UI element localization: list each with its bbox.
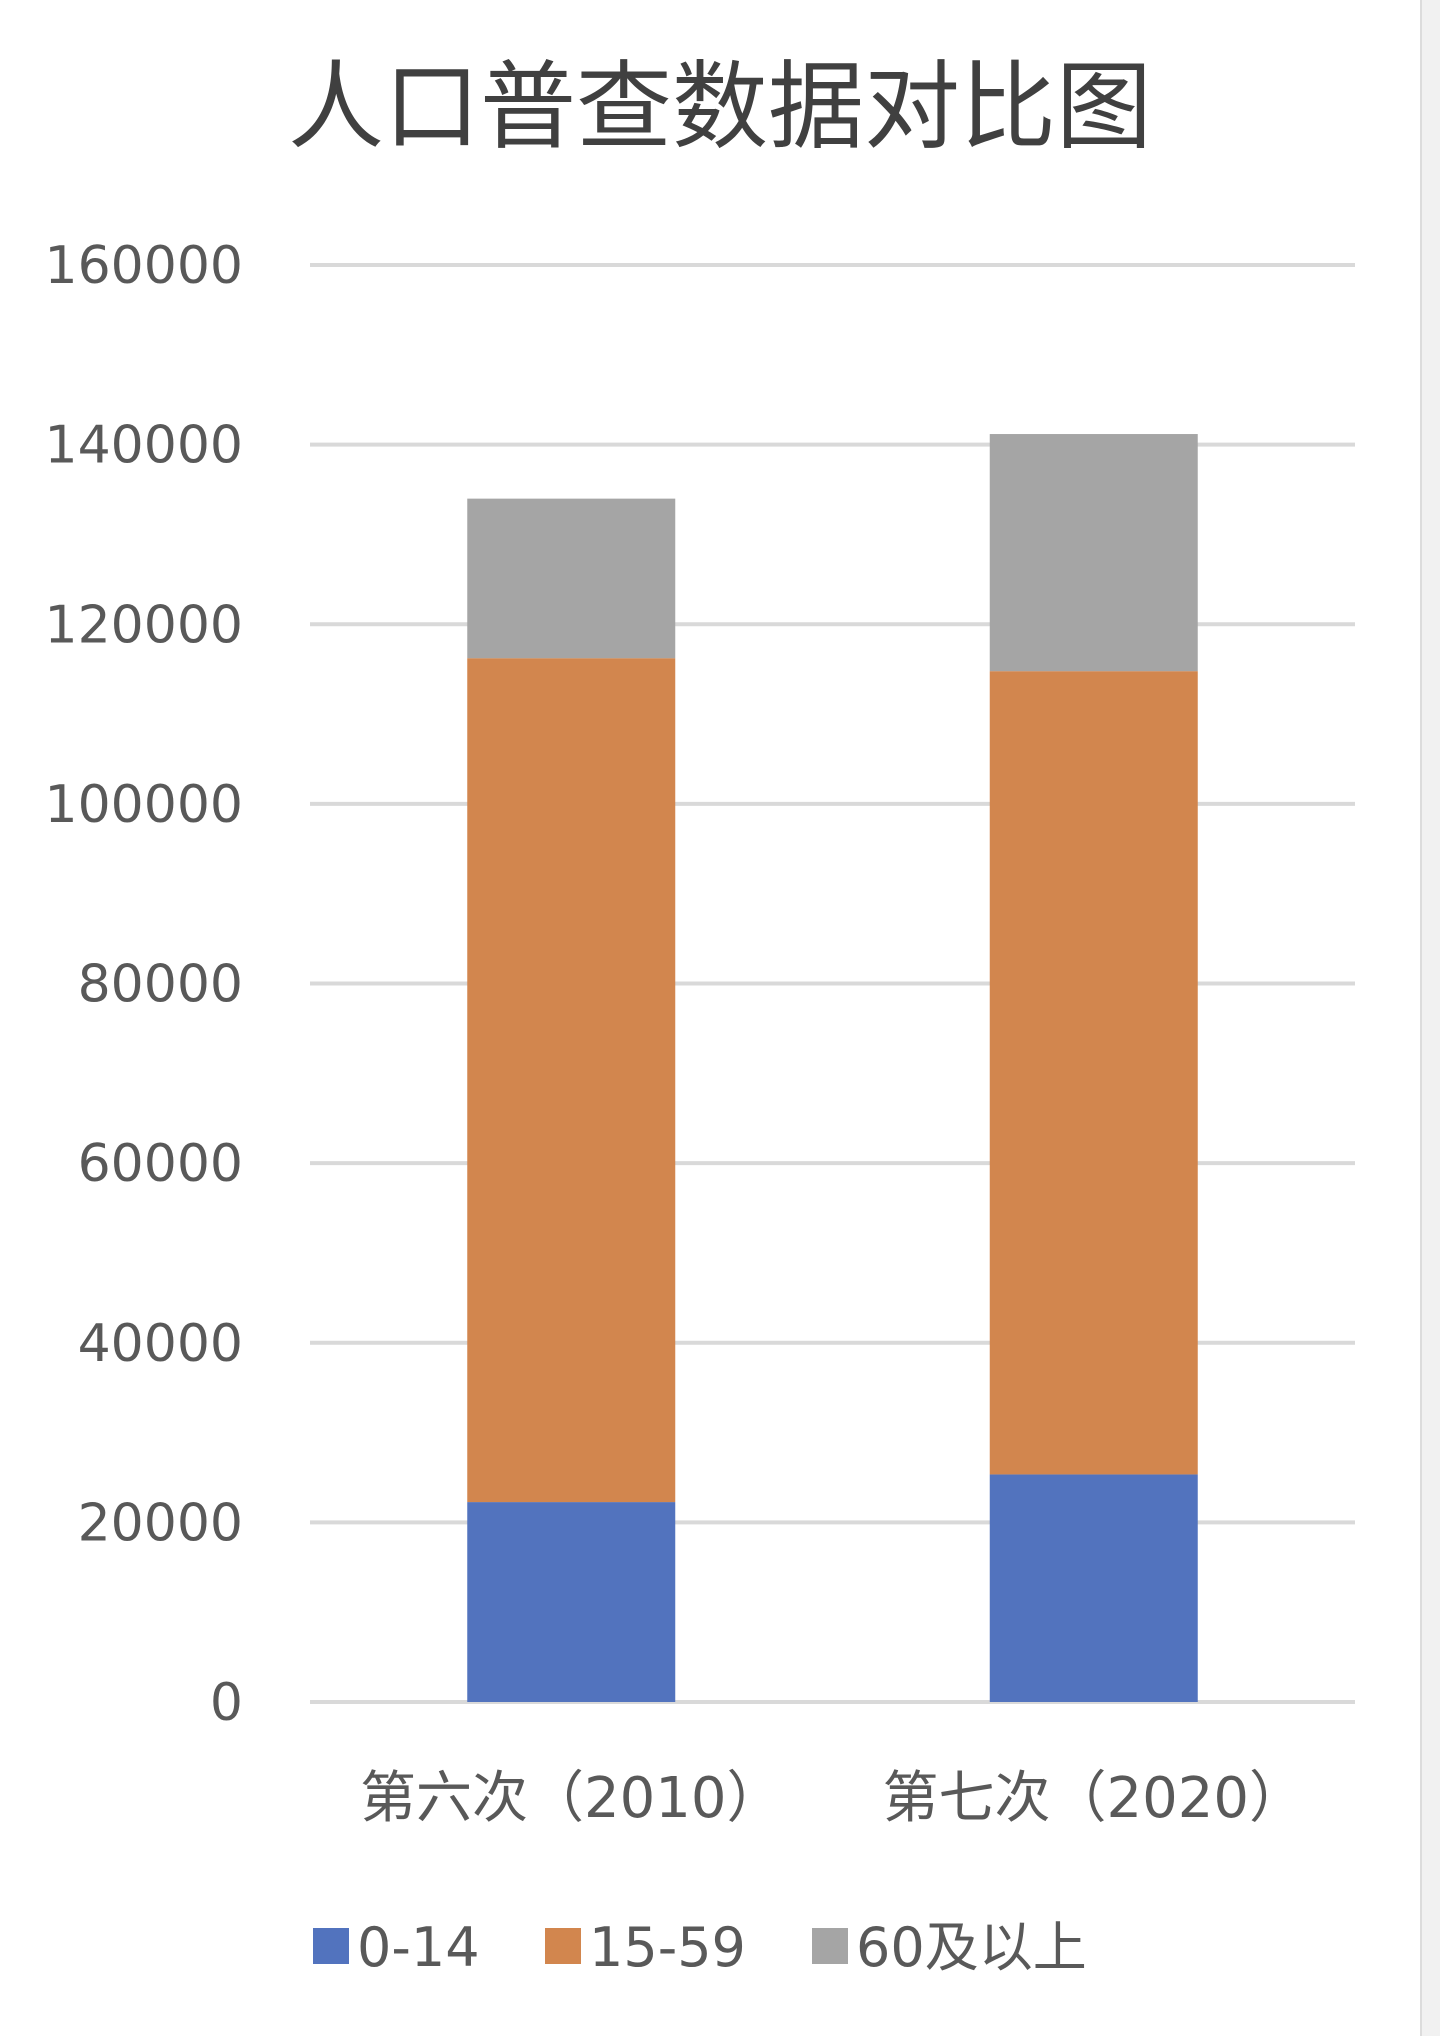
y-tick-label: 40000 bbox=[78, 1314, 243, 1374]
x-axis-tick-labels: 第六次（2010） 第七次（2020） bbox=[360, 1766, 1305, 1831]
y-tick-label: 160000 bbox=[44, 236, 243, 296]
y-tick-label: 140000 bbox=[44, 416, 243, 476]
chart-title: 人口普查数据对比图 bbox=[288, 51, 1152, 163]
y-tick-label: 60000 bbox=[78, 1134, 243, 1194]
bar-segment-60及以上 bbox=[989, 434, 1198, 672]
legend-swatch bbox=[812, 1928, 848, 1964]
bar-segment-0-14 bbox=[467, 1502, 676, 1702]
legend-swatch bbox=[313, 1928, 349, 1964]
legend: 0-14 15-59 60及以上 bbox=[313, 1916, 1087, 1979]
legend-swatch bbox=[545, 1928, 581, 1964]
x-tick-label: 第七次（2020） bbox=[882, 1766, 1305, 1831]
window-edge-strip bbox=[1420, 0, 1440, 2036]
bar-segment-0-14 bbox=[989, 1474, 1198, 1702]
bar-stacks bbox=[467, 434, 1198, 1702]
y-tick-label: 80000 bbox=[78, 955, 243, 1015]
y-tick-label: 20000 bbox=[78, 1493, 243, 1553]
bar-segment-15-59 bbox=[467, 658, 676, 1503]
y-axis-tick-labels: 0 20000 40000 60000 80000 100000 120000 140000 1… bbox=[44, 236, 243, 1733]
legend-label: 60及以上 bbox=[856, 1916, 1087, 1979]
legend-label: 0-14 bbox=[357, 1916, 480, 1979]
bar-segment-15-59 bbox=[989, 671, 1198, 1475]
gridlines bbox=[310, 263, 1355, 1704]
bar-segment-60及以上 bbox=[467, 498, 676, 659]
y-tick-label: 120000 bbox=[44, 595, 243, 655]
y-tick-label: 100000 bbox=[44, 775, 243, 835]
legend-label: 15-59 bbox=[589, 1916, 746, 1979]
y-tick-label: 0 bbox=[210, 1673, 243, 1733]
x-tick-label: 第六次（2010） bbox=[360, 1766, 783, 1831]
